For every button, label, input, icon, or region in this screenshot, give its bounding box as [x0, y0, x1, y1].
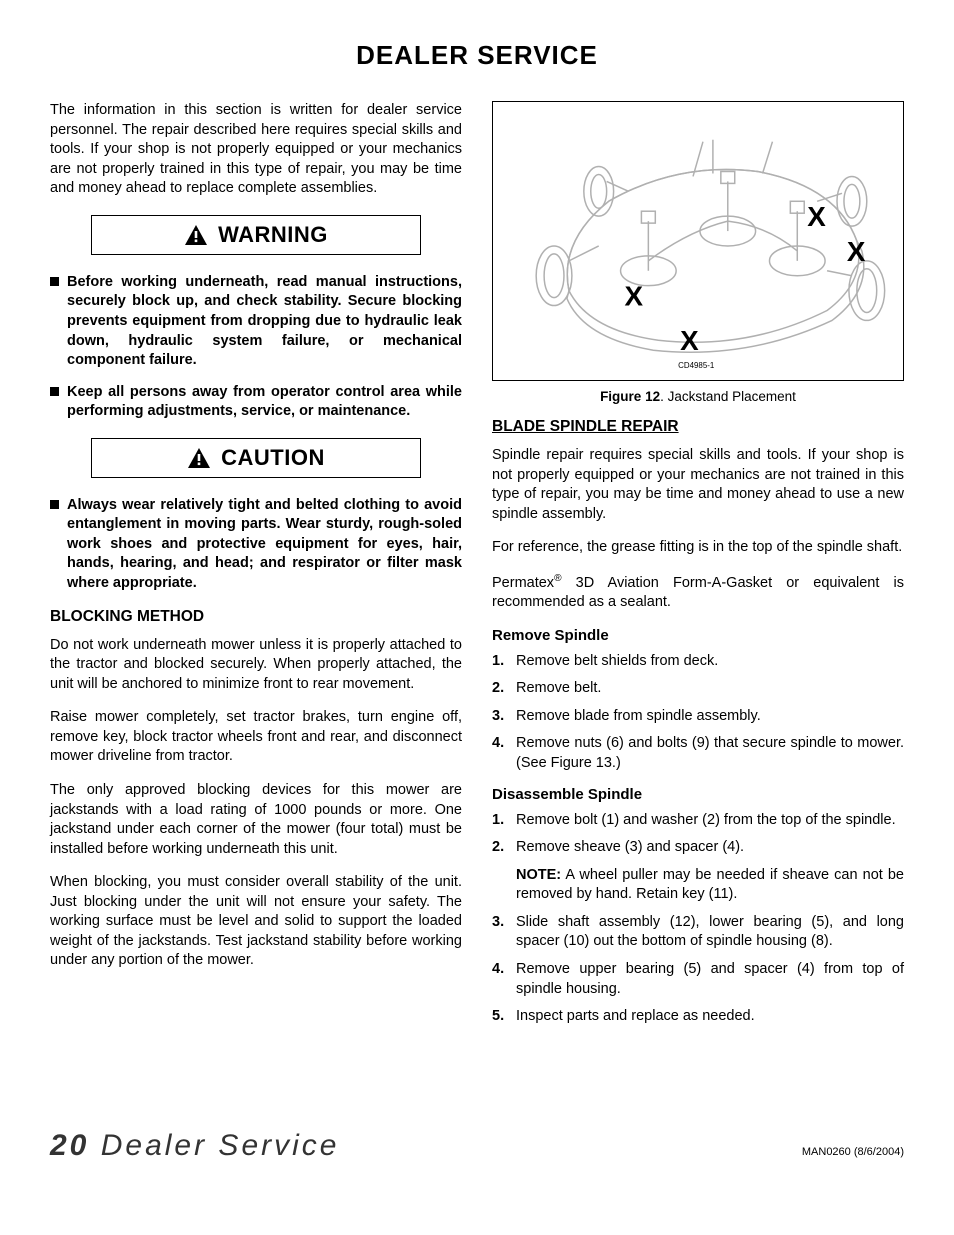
footer-section-name: Dealer Service [101, 1129, 340, 1162]
caution-text: Always wear relatively tight and belted … [67, 496, 462, 594]
step-text: Remove sheave (3) and spacer (4). [516, 839, 744, 855]
list-item: Remove belt. [492, 679, 904, 699]
square-bullet-icon [50, 387, 59, 396]
list-item: Remove upper bearing (5) and spacer (4) … [492, 960, 904, 999]
caution-triangle-icon [187, 447, 211, 469]
caution-bullets: Always wear relatively tight and belted … [50, 496, 462, 594]
warning-bullet: Before working underneath, read manual i… [50, 273, 462, 371]
warning-bullets: Before working underneath, read manual i… [50, 273, 462, 422]
blocking-p2: Raise mower completely, set tractor brak… [50, 708, 462, 767]
list-item: Remove sheave (3) and spacer (4). NOTE: … [492, 838, 904, 905]
spindle-p3-pre: Permatex [492, 575, 554, 591]
figure-12-box: X X X X CD4985-1 [492, 101, 904, 381]
blocking-p3: The only approved blocking devices for t… [50, 781, 462, 859]
warning-box: WARNING [91, 215, 421, 255]
spindle-p3: Permatex® 3D Aviation Form-A-Gasket or e… [492, 572, 904, 613]
warning-text: Before working underneath, read manual i… [67, 273, 462, 371]
caution-label: CAUTION [221, 445, 325, 471]
mower-deck-diagram: X X X X CD4985-1 [493, 102, 903, 380]
list-item: Slide shaft assembly (12), lower bearing… [492, 913, 904, 952]
square-bullet-icon [50, 500, 59, 509]
x-mark: X [807, 201, 826, 232]
page-title: DEALER SERVICE [50, 40, 904, 71]
page-number: 20 [50, 1129, 89, 1162]
page-footer: 20 Dealer Service MAN0260 (8/6/2004) [50, 1129, 904, 1163]
warning-label: WARNING [218, 222, 328, 248]
list-item: Inspect parts and replace as needed. [492, 1007, 904, 1027]
blocking-heading: BLOCKING METHOD [50, 608, 462, 626]
spindle-p1: Spindle repair requires special skills a… [492, 446, 904, 524]
list-item: Remove bolt (1) and washer (2) from the … [492, 811, 904, 831]
list-item: Remove blade from spindle assembly. [492, 707, 904, 727]
right-column: X X X X CD4985-1 Figure 12. Jackstand Pl… [492, 101, 904, 1039]
caution-bullet: Always wear relatively tight and belted … [50, 496, 462, 594]
remove-heading: Remove Spindle [492, 627, 904, 644]
footer-doc-id: MAN0260 (8/6/2004) [802, 1146, 904, 1158]
x-mark: X [680, 325, 699, 356]
note-text: A wheel puller may be needed if sheave c… [516, 867, 904, 903]
blocking-p1: Do not work underneath mower unless it i… [50, 636, 462, 695]
registered-mark: ® [554, 573, 561, 584]
figure-id-label: CD4985-1 [678, 361, 715, 370]
figure-caption-bold: Figure 12 [600, 389, 660, 404]
note-paragraph: NOTE: A wheel puller may be needed if sh… [516, 866, 904, 905]
caution-box: CAUTION [91, 438, 421, 478]
footer-left: 20 Dealer Service [50, 1129, 339, 1163]
spindle-p2: For reference, the grease fitting is in … [492, 538, 904, 558]
warning-text: Keep all persons away from operator cont… [67, 383, 462, 422]
warning-triangle-icon [184, 224, 208, 246]
x-mark: X [625, 281, 644, 312]
x-mark: X [847, 236, 866, 267]
blocking-p4: When blocking, you must consider overall… [50, 873, 462, 971]
remove-steps: Remove belt shields from deck. Remove be… [492, 652, 904, 774]
disassemble-heading: Disassemble Spindle [492, 786, 904, 803]
note-label: NOTE: [516, 867, 561, 883]
figure-caption: Figure 12. Jackstand Placement [492, 389, 904, 404]
intro-paragraph: The information in this section is writt… [50, 101, 462, 199]
two-column-layout: The information in this section is writt… [50, 101, 904, 1039]
figure-caption-rest: . Jackstand Placement [660, 389, 796, 404]
spindle-heading: BLADE SPINDLE REPAIR [492, 418, 904, 436]
disassemble-steps: Remove bolt (1) and washer (2) from the … [492, 811, 904, 1027]
list-item: Remove nuts (6) and bolts (9) that secur… [492, 734, 904, 773]
square-bullet-icon [50, 277, 59, 286]
list-item: Remove belt shields from deck. [492, 652, 904, 672]
warning-bullet: Keep all persons away from operator cont… [50, 383, 462, 422]
left-column: The information in this section is writt… [50, 101, 462, 1039]
